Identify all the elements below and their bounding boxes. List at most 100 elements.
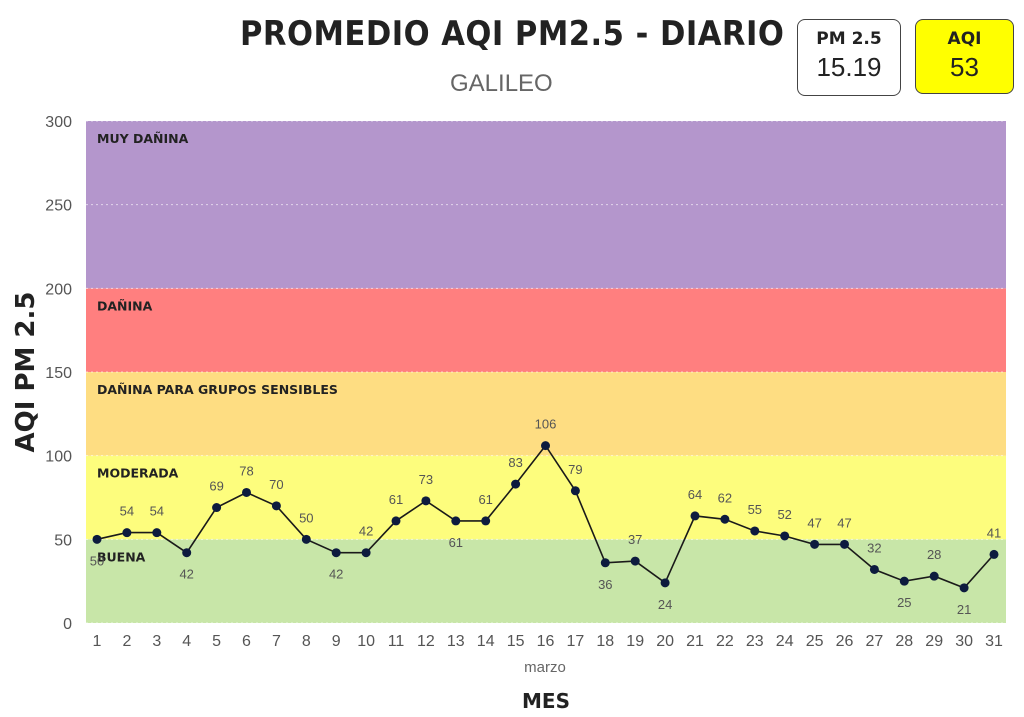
data-label-day-18: 36 — [598, 577, 612, 592]
data-label-day-11: 61 — [389, 492, 403, 507]
data-label-day-21: 64 — [688, 487, 702, 502]
x-tick-12: 12 — [417, 633, 435, 650]
x-tick-27: 27 — [866, 633, 884, 650]
aqi-card[interactable]: AQI 53 — [915, 19, 1014, 94]
point-day-30[interactable] — [959, 583, 969, 593]
data-label-day-8: 50 — [299, 510, 313, 525]
x-tick-8: 8 — [302, 633, 311, 650]
band-2 — [86, 455, 1006, 540]
point-day-9[interactable] — [331, 548, 341, 558]
x-tick-28: 28 — [895, 633, 913, 650]
point-day-18[interactable] — [600, 558, 610, 568]
y-tick-50: 50 — [54, 532, 72, 549]
x-tick-9: 9 — [332, 633, 341, 650]
x-tick-2: 2 — [122, 633, 131, 650]
point-day-23[interactable] — [750, 526, 760, 536]
point-day-24[interactable] — [780, 531, 790, 541]
data-label-day-24: 52 — [777, 507, 791, 522]
grid-lines — [86, 120, 1006, 624]
point-day-6[interactable] — [242, 487, 251, 497]
point-day-10[interactable] — [361, 548, 371, 558]
chart-subtitle: GALILEO — [450, 70, 553, 97]
pm25-card[interactable]: PM 2.5 15.19 — [797, 19, 901, 96]
x-tick-18: 18 — [596, 633, 614, 650]
y-axis: 0 50 100 150 200 250 300 — [45, 114, 72, 633]
data-label-day-29: 28 — [927, 547, 941, 562]
x-tick-20: 20 — [656, 633, 674, 650]
data-label-day-19: 37 — [628, 532, 642, 547]
point-day-20[interactable] — [660, 578, 670, 588]
point-day-15[interactable] — [511, 479, 521, 489]
point-day-1[interactable] — [92, 534, 102, 544]
point-day-29[interactable] — [929, 571, 939, 581]
data-label-day-23: 55 — [748, 502, 762, 517]
point-day-28[interactable] — [899, 576, 909, 586]
x-tick-23: 23 — [746, 633, 764, 650]
point-day-31[interactable] — [989, 549, 999, 559]
x-axis-label: MES — [522, 689, 570, 713]
data-label-day-26: 47 — [837, 515, 851, 530]
y-tick-0: 0 — [63, 616, 72, 633]
point-day-26[interactable] — [840, 539, 849, 549]
x-tick-30: 30 — [955, 633, 973, 650]
data-label-day-14: 61 — [478, 492, 492, 507]
point-day-2[interactable] — [122, 528, 132, 538]
x-tick-17: 17 — [567, 633, 585, 650]
x-tick-10: 10 — [357, 633, 375, 650]
band-label-2: MODERADA — [97, 466, 179, 481]
data-label-day-12: 73 — [419, 472, 433, 487]
band-label-5: MUY DAÑINA — [97, 131, 189, 146]
x-tick-4: 4 — [182, 633, 191, 650]
point-day-22[interactable] — [720, 514, 730, 524]
x-tick-31: 31 — [985, 633, 1003, 650]
point-day-27[interactable] — [869, 564, 879, 574]
x-tick-29: 29 — [925, 633, 943, 650]
point-day-4[interactable] — [182, 548, 192, 558]
band-4 — [86, 288, 1006, 372]
point-day-12[interactable] — [421, 496, 431, 506]
x-tick-6: 6 — [242, 633, 251, 650]
aqi-card-label: AQI — [947, 29, 982, 49]
data-label-day-6: 78 — [239, 463, 253, 478]
x-tick-26: 26 — [836, 633, 854, 650]
y-tick-150: 150 — [45, 365, 72, 382]
point-day-19[interactable] — [630, 556, 640, 566]
point-day-16[interactable] — [541, 441, 550, 451]
band-label-3: DAÑINA PARA GRUPOS SENSIBLES — [97, 382, 338, 397]
band-label-4: DAÑINA — [97, 298, 153, 313]
y-axis-label: AQI PM 2.5 — [11, 292, 41, 453]
point-day-3[interactable] — [152, 528, 162, 538]
x-axis-sublabel: marzo — [524, 659, 566, 676]
x-tick-1: 1 — [93, 633, 102, 650]
point-day-13[interactable] — [451, 516, 461, 526]
point-day-21[interactable] — [690, 511, 700, 521]
data-label-day-17: 79 — [568, 462, 582, 477]
data-label-day-20: 24 — [658, 597, 672, 612]
band-label-1: BUENA — [97, 549, 146, 564]
data-label-day-30: 21 — [957, 602, 971, 617]
data-label-day-16: 106 — [535, 417, 557, 432]
x-tick-11: 11 — [388, 633, 405, 650]
y-tick-250: 250 — [45, 198, 72, 215]
point-day-25[interactable] — [810, 539, 820, 549]
point-day-7[interactable] — [271, 501, 281, 511]
point-day-5[interactable] — [212, 503, 222, 513]
x-tick-5: 5 — [212, 633, 221, 650]
data-label-day-27: 32 — [867, 540, 881, 555]
chart-title: PROMEDIO AQI PM2.5 - DIARIO — [240, 14, 785, 54]
point-day-8[interactable] — [301, 534, 311, 544]
point-day-11[interactable] — [391, 516, 401, 526]
x-tick-25: 25 — [806, 633, 824, 650]
data-label-day-5: 69 — [209, 479, 223, 494]
aqi-card-value: 53 — [950, 52, 979, 82]
y-tick-200: 200 — [45, 281, 72, 298]
x-tick-14: 14 — [477, 633, 495, 650]
pm25-card-label: PM 2.5 — [816, 29, 882, 49]
x-axis: 1 2 3 4 5 6 7 8 9 10 11 12 13 14 15 16 17 18 19 20 21 22 23 24 2… — [93, 633, 1003, 650]
data-label-day-2: 54 — [120, 504, 134, 519]
data-labels: 50 54 54 42 69 78 70 50 42 42 61 73 61 61 83 106 79 36 37 2… — [90, 417, 1001, 617]
y-tick-100: 100 — [45, 449, 72, 466]
point-day-17[interactable] — [570, 486, 580, 496]
point-day-14[interactable] — [481, 516, 491, 526]
